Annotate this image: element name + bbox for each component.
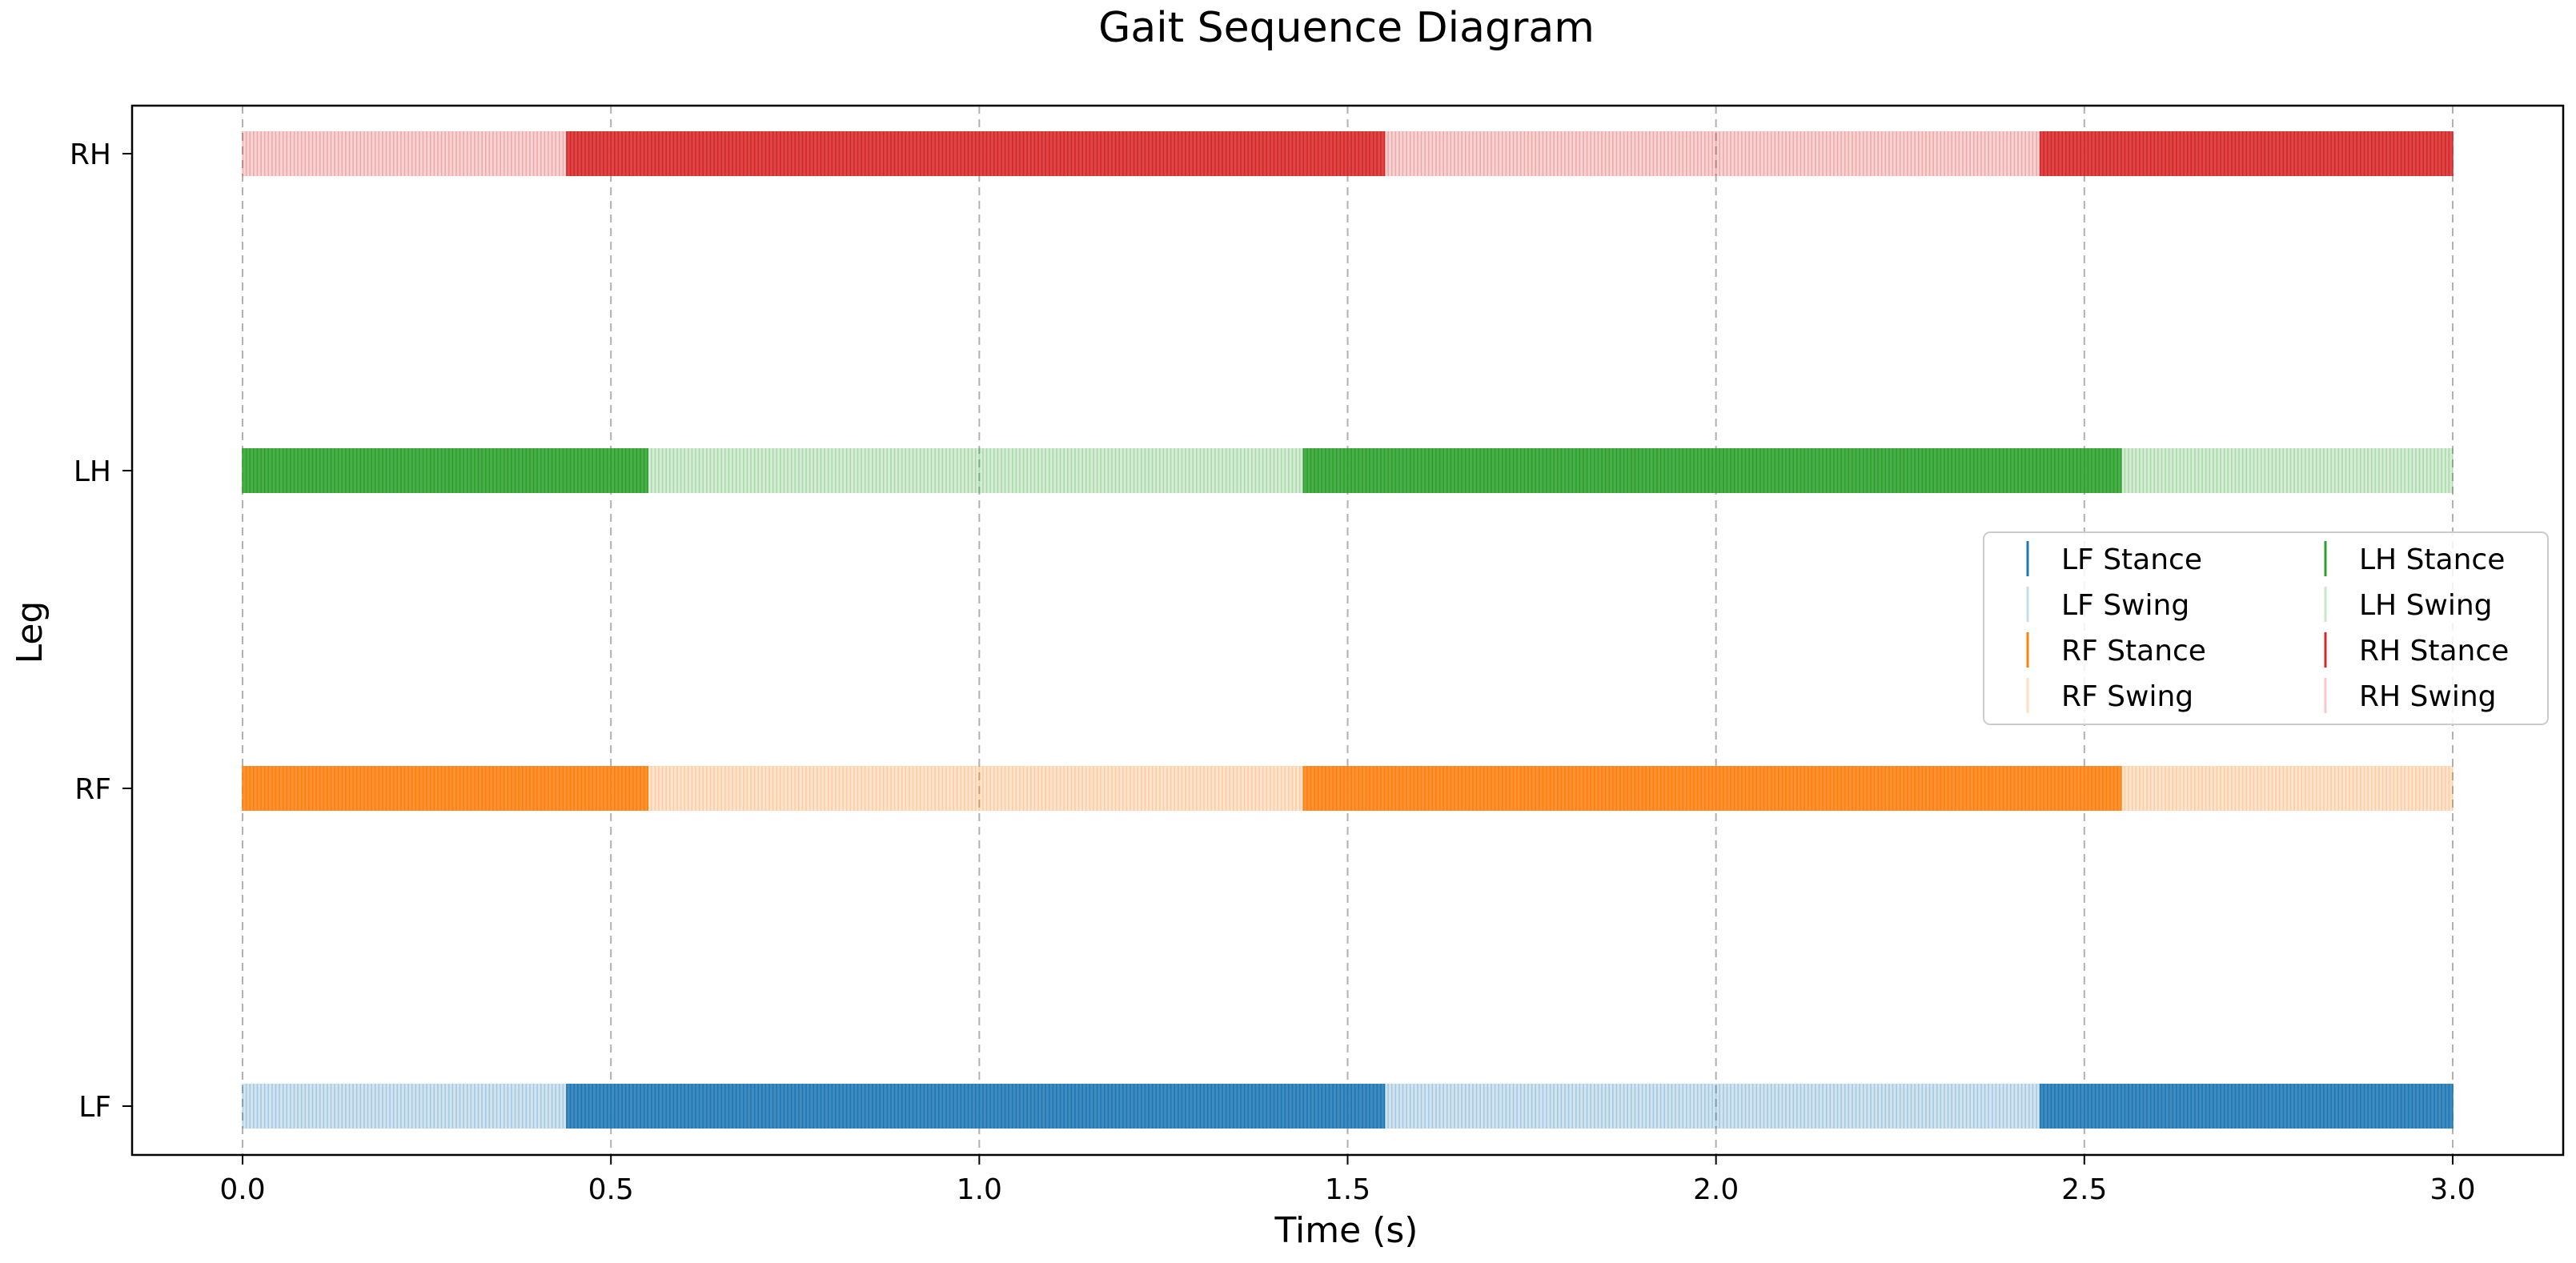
rf-stance-segment [1302,766,2122,811]
x-axis: 0.0 0.5 1.0 1.5 2.0 2.5 3.0 [219,1155,2476,1206]
x-tick-label: 2.0 [1693,1173,1739,1206]
legend-label: LF Stance [2061,543,2202,576]
lh-swing-segment [2121,448,2454,493]
lf-swing-fill [243,1084,567,1129]
legend-label: RH Stance [2359,635,2509,668]
rf-swing-fill [648,766,1304,811]
rh-swing-segment [242,131,568,176]
rf-stance-segment [242,766,649,811]
rh-stance-segment [566,131,1386,176]
gait-row-rh [242,131,2454,176]
x-tick-label: 3.0 [2430,1173,2475,1206]
gait-bars [242,131,2454,1129]
lh-swing-fill [2121,448,2453,493]
rh-swing-fill [243,131,567,176]
rh-swing-segment [1383,131,2041,176]
x-tick-label: 0.5 [588,1173,634,1206]
rf-swing-fill [2121,766,2453,811]
x-tick-label: 1.5 [1325,1173,1370,1206]
y-axis-label: Leg [10,601,50,664]
x-tick-label: 2.5 [2061,1173,2107,1206]
y-tick-label: LH [74,455,111,488]
legend-label: RH Swing [2359,680,2497,713]
legend-label: LH Stance [2359,543,2505,576]
rh-swing-fill [1384,131,2040,176]
legend-box [1983,531,2549,725]
lh-swing-segment [647,448,1305,493]
rh-stance-segment [2039,131,2454,176]
lf-swing-fill [1384,1084,2040,1129]
y-tick-label: LF [78,1091,111,1124]
lh-stance-segment [242,448,649,493]
chart-title: Gait Sequence Diagram [1098,4,1595,52]
legend-label: RF Swing [2061,680,2193,713]
lf-stance-segment [2039,1084,2454,1129]
lh-stance-segment [1302,448,2122,493]
x-tick-label: 0.0 [219,1173,265,1206]
legend-label: LH Swing [2359,589,2493,622]
rf-swing-segment [2121,766,2454,811]
legend-label: LF Swing [2061,589,2189,622]
gait-row-lf [242,1084,2454,1129]
legend: LF Stance LF Swing RF Stance RF Swing LH Sta… [1983,531,2549,725]
gait-row-rf [242,766,2454,811]
legend-label: RF Stance [2061,635,2206,668]
rf-swing-segment [647,766,1305,811]
y-tick-label: RF [74,773,111,806]
y-tick-label: RH [70,138,111,171]
lf-swing-segment [242,1084,568,1129]
lf-swing-segment [1383,1084,2041,1129]
lf-stance-segment [566,1084,1386,1129]
x-axis-label: Time (s) [1274,1210,1418,1251]
gait-row-lh [242,448,2454,493]
lh-swing-fill [648,448,1304,493]
x-tick-label: 1.0 [957,1173,1002,1206]
y-axis: LF RF LH RH [70,138,132,1124]
